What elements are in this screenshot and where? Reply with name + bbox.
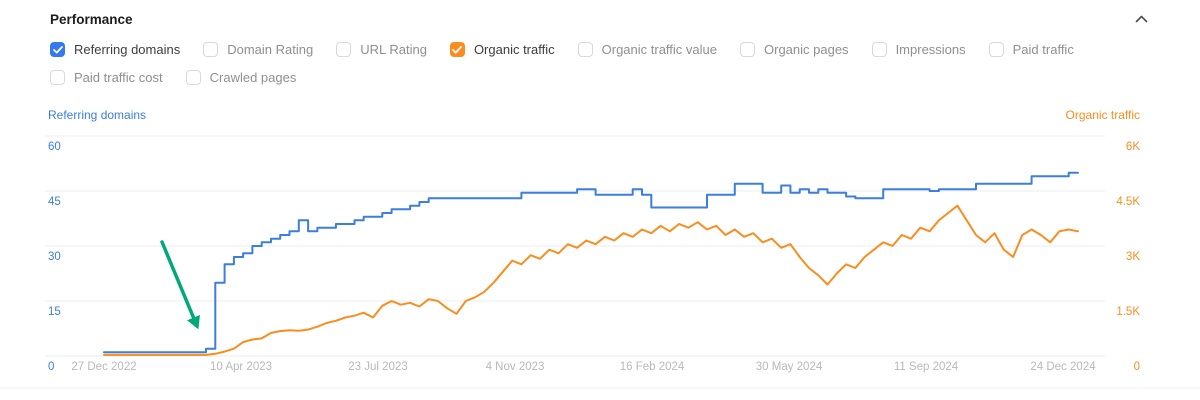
checkbox-domain-rating[interactable]: [203, 42, 219, 57]
metric-toggle-row-2: Paid traffic cost Crawled pages: [50, 70, 1160, 85]
chart-canvas: Referring domains Organic traffic 0 0 15 1.5K…: [0, 108, 1200, 389]
left-ytick: 0: [48, 361, 54, 373]
right-ytick: 6K: [1126, 141, 1140, 153]
panel-title: Performance: [50, 11, 133, 27]
right-ytick: 3K: [1126, 251, 1140, 263]
left-ytick: 15: [48, 306, 61, 318]
date-tick: 11 Sep 2024: [894, 361, 959, 373]
toggle-paid-traffic[interactable]: Paid traffic: [988, 42, 1074, 57]
toggle-referring-domains[interactable]: Referring domains: [50, 42, 180, 57]
date-tick: 24 Dec 2024: [1030, 361, 1096, 373]
left-ytick: 30: [48, 251, 61, 263]
toggle-organic-traffic-value[interactable]: Organic traffic value: [577, 42, 717, 57]
date-tick: 16 Feb 2024: [620, 361, 685, 373]
toggle-domain-rating[interactable]: Domain Rating: [203, 42, 313, 57]
toggle-paid-traffic-cost[interactable]: Paid traffic cost: [50, 70, 163, 85]
right-ytick: 4.5K: [1116, 196, 1140, 208]
right-ytick: 0: [1134, 361, 1140, 373]
toggle-organic-traffic[interactable]: Organic traffic: [449, 42, 555, 57]
checkbox-referring-domains[interactable]: [50, 42, 65, 57]
toggle-label-domain-rating: Domain Rating: [227, 42, 314, 57]
date-tick: 10 Apr 2023: [210, 361, 272, 373]
date-tick: 27 Dec 2022: [71, 361, 136, 373]
checkbox-organic-traffic[interactable]: [449, 42, 465, 57]
toggle-label-organic-traffic: Organic traffic: [473, 42, 555, 57]
checkbox-url-rating[interactable]: [336, 42, 352, 57]
toggle-label-paid-traffic-cost: Paid traffic cost: [74, 70, 163, 85]
toggle-label-impressions: Impressions: [895, 42, 966, 57]
toggle-label-crawled-pages: Crawled pages: [209, 70, 297, 85]
checkbox-paid-traffic-cost[interactable]: [50, 70, 65, 85]
right-axis-title: Organic traffic: [1066, 108, 1140, 122]
left-axis-title: Referring domains: [48, 108, 146, 122]
left-ytick: 60: [48, 141, 61, 153]
toggle-crawled-pages[interactable]: Crawled pages: [185, 70, 297, 85]
right-ytick: 1.5K: [1116, 306, 1140, 318]
date-tick: 4 Nov 2023: [486, 361, 545, 373]
metric-toggle-rows: Referring domains Domain Rating URL Rating…: [50, 42, 1160, 98]
toggle-label-referring-domains: Referring domains: [74, 42, 181, 57]
toggle-label-organic-pages: Organic pages: [764, 42, 849, 57]
checkbox-crawled-pages[interactable]: [185, 70, 201, 85]
checkbox-impressions[interactable]: [871, 42, 887, 57]
toggle-organic-pages[interactable]: Organic pages: [740, 42, 849, 57]
toggle-label-url-rating: URL Rating: [360, 42, 427, 57]
annotation-arrow: [160, 240, 200, 330]
toggle-label-organic-traffic-value: Organic traffic value: [601, 42, 717, 57]
metric-toggle-row-1: Referring domains Domain Rating URL Rating…: [50, 42, 1160, 57]
panel-header: Performance: [50, 8, 1150, 30]
performance-chart: Referring domains Organic traffic 0 0 15 1.5K…: [0, 100, 1200, 400]
series-line-organic-traffic: [103, 204, 1079, 356]
toggle-impressions[interactable]: Impressions: [871, 42, 966, 57]
left-ytick: 45: [48, 196, 61, 208]
collapse-chevron-up-icon[interactable]: [1132, 10, 1150, 28]
checkbox-organic-traffic-value[interactable]: [577, 42, 593, 57]
toggle-url-rating[interactable]: URL Rating: [336, 42, 427, 57]
toggle-label-paid-traffic: Paid traffic: [1012, 42, 1074, 57]
checkbox-paid-traffic[interactable]: [988, 42, 1004, 57]
date-tick: 23 Jul 2023: [348, 361, 407, 373]
checkbox-organic-pages[interactable]: [740, 42, 755, 57]
series-line-referring-domains: [103, 171, 1079, 354]
date-tick: 30 May 2024: [756, 361, 823, 373]
